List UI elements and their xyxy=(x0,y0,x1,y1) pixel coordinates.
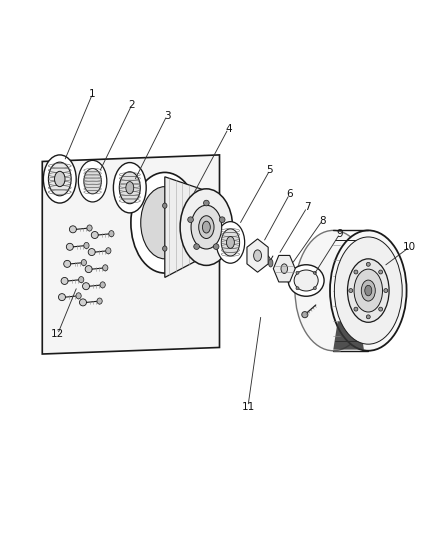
Ellipse shape xyxy=(187,217,193,222)
Ellipse shape xyxy=(126,182,134,194)
Ellipse shape xyxy=(91,231,98,238)
Ellipse shape xyxy=(288,265,323,296)
Ellipse shape xyxy=(78,277,84,282)
Ellipse shape xyxy=(76,293,81,299)
Ellipse shape xyxy=(119,172,140,204)
Ellipse shape xyxy=(180,189,232,265)
Ellipse shape xyxy=(82,282,89,290)
Ellipse shape xyxy=(360,280,374,301)
Text: 3: 3 xyxy=(163,110,170,120)
Ellipse shape xyxy=(365,315,369,319)
Ellipse shape xyxy=(131,172,198,273)
Ellipse shape xyxy=(253,250,261,261)
Ellipse shape xyxy=(347,259,388,322)
Ellipse shape xyxy=(295,271,298,274)
Ellipse shape xyxy=(268,259,272,267)
Text: 4: 4 xyxy=(224,124,231,134)
Ellipse shape xyxy=(295,287,298,290)
Ellipse shape xyxy=(61,278,68,285)
Text: 5: 5 xyxy=(266,165,272,175)
Polygon shape xyxy=(42,155,219,354)
Text: 6: 6 xyxy=(286,189,292,199)
Ellipse shape xyxy=(69,226,76,233)
Ellipse shape xyxy=(219,217,225,222)
Ellipse shape xyxy=(106,248,111,254)
Ellipse shape xyxy=(216,222,244,263)
Ellipse shape xyxy=(226,237,234,248)
Polygon shape xyxy=(247,239,268,272)
Ellipse shape xyxy=(353,270,357,274)
Ellipse shape xyxy=(313,287,316,290)
Ellipse shape xyxy=(85,265,92,272)
Ellipse shape xyxy=(64,261,71,268)
Ellipse shape xyxy=(383,288,387,293)
Ellipse shape xyxy=(79,299,86,306)
Ellipse shape xyxy=(141,187,188,259)
Ellipse shape xyxy=(202,221,210,233)
Ellipse shape xyxy=(293,270,318,291)
Ellipse shape xyxy=(365,262,369,266)
Text: 9: 9 xyxy=(336,229,343,239)
Ellipse shape xyxy=(84,168,101,194)
Text: 10: 10 xyxy=(403,242,416,252)
Ellipse shape xyxy=(280,264,287,273)
Ellipse shape xyxy=(78,160,106,202)
Ellipse shape xyxy=(54,171,65,187)
Polygon shape xyxy=(332,321,363,350)
Ellipse shape xyxy=(162,246,166,251)
Ellipse shape xyxy=(88,248,95,255)
Ellipse shape xyxy=(102,265,108,271)
Ellipse shape xyxy=(301,312,307,318)
Ellipse shape xyxy=(84,243,89,248)
Ellipse shape xyxy=(87,225,92,231)
Ellipse shape xyxy=(378,270,382,274)
Ellipse shape xyxy=(334,237,401,344)
Ellipse shape xyxy=(203,200,209,206)
Ellipse shape xyxy=(109,231,114,237)
Text: 11: 11 xyxy=(241,401,254,411)
Ellipse shape xyxy=(48,162,71,196)
Text: 2: 2 xyxy=(128,100,135,110)
Ellipse shape xyxy=(66,243,73,251)
Text: 12: 12 xyxy=(51,329,64,340)
Ellipse shape xyxy=(213,244,219,249)
Ellipse shape xyxy=(294,230,371,351)
Ellipse shape xyxy=(58,294,65,301)
Polygon shape xyxy=(273,255,294,282)
Ellipse shape xyxy=(353,269,381,312)
Ellipse shape xyxy=(313,271,316,274)
Ellipse shape xyxy=(353,307,357,311)
Ellipse shape xyxy=(81,260,86,265)
Ellipse shape xyxy=(193,244,199,249)
Ellipse shape xyxy=(364,285,371,296)
Ellipse shape xyxy=(221,229,239,256)
Text: 7: 7 xyxy=(303,203,310,213)
Ellipse shape xyxy=(100,282,105,288)
Ellipse shape xyxy=(329,230,406,351)
Text: 8: 8 xyxy=(318,215,325,225)
Ellipse shape xyxy=(113,163,146,213)
Ellipse shape xyxy=(162,203,166,208)
Ellipse shape xyxy=(348,288,352,293)
Polygon shape xyxy=(164,177,206,278)
Ellipse shape xyxy=(378,307,382,311)
Ellipse shape xyxy=(43,155,76,203)
Ellipse shape xyxy=(191,205,221,249)
Ellipse shape xyxy=(97,298,102,304)
Text: 1: 1 xyxy=(89,88,95,99)
Ellipse shape xyxy=(198,216,214,238)
